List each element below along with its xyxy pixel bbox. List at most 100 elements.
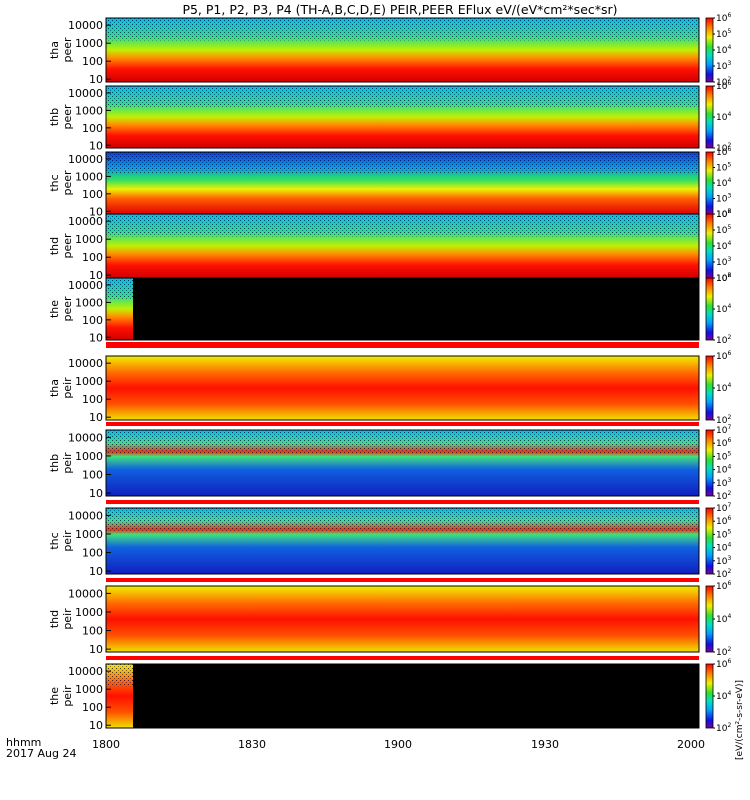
colorbar-tick-exponent: 2 bbox=[727, 76, 731, 83]
colorbar-tick-label: 104 bbox=[716, 240, 731, 252]
panel-probe-label: thb bbox=[48, 454, 61, 472]
x-tick-label: 1930 bbox=[531, 738, 559, 751]
colorbar-tick-exponent: 5 bbox=[727, 162, 731, 169]
colorbar-tick-exponent: 4 bbox=[727, 177, 731, 184]
y-tick-label: 1000 bbox=[75, 233, 103, 246]
colorbar-tick-label: 105 bbox=[716, 224, 731, 236]
panel-probe-label: thb bbox=[48, 108, 61, 126]
panel-frame bbox=[105, 17, 700, 83]
colorbar-tick-exponent: 2 bbox=[727, 722, 731, 729]
panel-probe-label: the bbox=[48, 687, 61, 705]
colorbar-tick-exponent: 5 bbox=[727, 528, 731, 535]
y-tick-label: 100 bbox=[82, 314, 103, 327]
colorbar-tick-label: 104 bbox=[716, 177, 731, 189]
colorbar-tick-label: 106 bbox=[716, 272, 731, 284]
colorbar-tick-exponent: 5 bbox=[727, 28, 731, 35]
panel-species-label: peer bbox=[61, 296, 74, 322]
y-tick-label: 100 bbox=[82, 122, 103, 135]
y-tick-label: 10000 bbox=[68, 19, 103, 32]
panel-species-label: peir bbox=[61, 530, 74, 552]
panel-species-label: peir bbox=[61, 377, 74, 399]
separator-stripe bbox=[106, 342, 699, 348]
colorbar-tick-exponent: 3 bbox=[727, 256, 731, 263]
colorbar-tick-label: 105 bbox=[716, 28, 731, 40]
colorbar-tick-label: 106 bbox=[716, 80, 731, 92]
colorbar bbox=[705, 17, 714, 83]
panel-species-label: peir bbox=[61, 452, 74, 474]
heatmap-noise bbox=[106, 430, 699, 454]
panel-probe-label: thc bbox=[48, 174, 61, 191]
colorbar-tick-exponent: 6 bbox=[727, 580, 731, 587]
y-tick-label: 100 bbox=[82, 625, 103, 638]
y-tick-label: 100 bbox=[82, 469, 103, 482]
colorbar-tick-label: 106 bbox=[716, 208, 731, 220]
panel-species-label: peir bbox=[61, 608, 74, 630]
colorbar-tick-exponent: 3 bbox=[727, 477, 731, 484]
colorbar-tick-exponent: 6 bbox=[727, 350, 731, 357]
colorbar-tick-label: 105 bbox=[716, 162, 731, 174]
colorbar-tick-label: 106 bbox=[716, 350, 731, 362]
colorbar-tick-label: 104 bbox=[716, 464, 731, 476]
heatmap-noise bbox=[106, 508, 699, 532]
x-axis: 1800 1830 1900 1930 2000 hhmm 2017 Aug 2… bbox=[6, 736, 705, 760]
separator-stripe bbox=[106, 578, 699, 582]
colorbar-tick-exponent: 2 bbox=[727, 414, 731, 421]
colorbar-tick-exponent: 2 bbox=[727, 208, 731, 215]
panel-species-label: peer bbox=[61, 104, 74, 130]
panel-the-peir: 10000 1000 100 10 the peir 106 104 102 bbox=[48, 658, 731, 734]
colorbar-tick-exponent: 5 bbox=[727, 450, 731, 457]
colorbar-tick-label: 106 bbox=[716, 12, 731, 24]
colorbar-tick-exponent: 2 bbox=[727, 646, 731, 653]
y-tick-label: 100 bbox=[82, 547, 103, 560]
colorbar-tick-label: 103 bbox=[716, 256, 731, 268]
colorbar-tick-exponent: 2 bbox=[727, 334, 731, 341]
panel-frame bbox=[105, 585, 700, 653]
colorbar-tick-exponent: 4 bbox=[727, 111, 731, 118]
colorbar-tick-exponent: 6 bbox=[727, 437, 731, 444]
colorbar-units-label: [eV/(cm²-s-sr-eV)] bbox=[735, 680, 745, 760]
separator-stripe bbox=[106, 422, 699, 426]
colorbar bbox=[705, 85, 714, 149]
colorbar-tick-exponent: 6 bbox=[727, 146, 731, 153]
colorbar-tick-exponent: 5 bbox=[727, 224, 731, 231]
colorbar-tick-label: 106 bbox=[716, 146, 731, 158]
colorbar-tick-label: 105 bbox=[716, 450, 731, 462]
colorbar-tick-exponent: 7 bbox=[727, 502, 731, 509]
colorbar-tick-exponent: 6 bbox=[727, 658, 731, 665]
panel-probe-label: the bbox=[48, 300, 61, 318]
group-separator bbox=[106, 342, 699, 660]
colorbar-tick-label: 104 bbox=[716, 382, 731, 394]
data-gap bbox=[133, 278, 699, 340]
colorbar-tick-label: 102 bbox=[716, 334, 731, 346]
y-tick-label: 10000 bbox=[68, 665, 103, 678]
y-tick-label: 100 bbox=[82, 188, 103, 201]
y-tick-label: 1000 bbox=[75, 104, 103, 117]
y-tick-label: 100 bbox=[82, 55, 103, 68]
y-tick-label: 10 bbox=[89, 205, 103, 218]
y-tick-label: 10 bbox=[89, 269, 103, 282]
colorbar-tick-exponent: 3 bbox=[727, 555, 731, 562]
colorbar-tick-label: 107 bbox=[716, 424, 731, 436]
y-tick-label: 1000 bbox=[75, 606, 103, 619]
colorbar-tick-label: 106 bbox=[716, 437, 731, 449]
panel-frame bbox=[105, 277, 700, 341]
panel-frame bbox=[105, 355, 700, 421]
heatmap-noise bbox=[106, 214, 699, 237]
colorbar bbox=[705, 429, 714, 497]
colorbar-tick-label: 102 bbox=[716, 646, 731, 658]
colorbar-tick-exponent: 4 bbox=[727, 542, 731, 549]
panel-frame bbox=[105, 429, 700, 497]
separator-stripe bbox=[106, 500, 699, 504]
colorbar-tick-exponent: 6 bbox=[727, 80, 731, 87]
colorbar bbox=[705, 355, 714, 421]
panel-probe-label: thd bbox=[48, 237, 61, 255]
panel-probe-label: tha bbox=[48, 41, 61, 59]
heatmap-noise bbox=[106, 152, 699, 174]
colorbar bbox=[705, 151, 714, 215]
